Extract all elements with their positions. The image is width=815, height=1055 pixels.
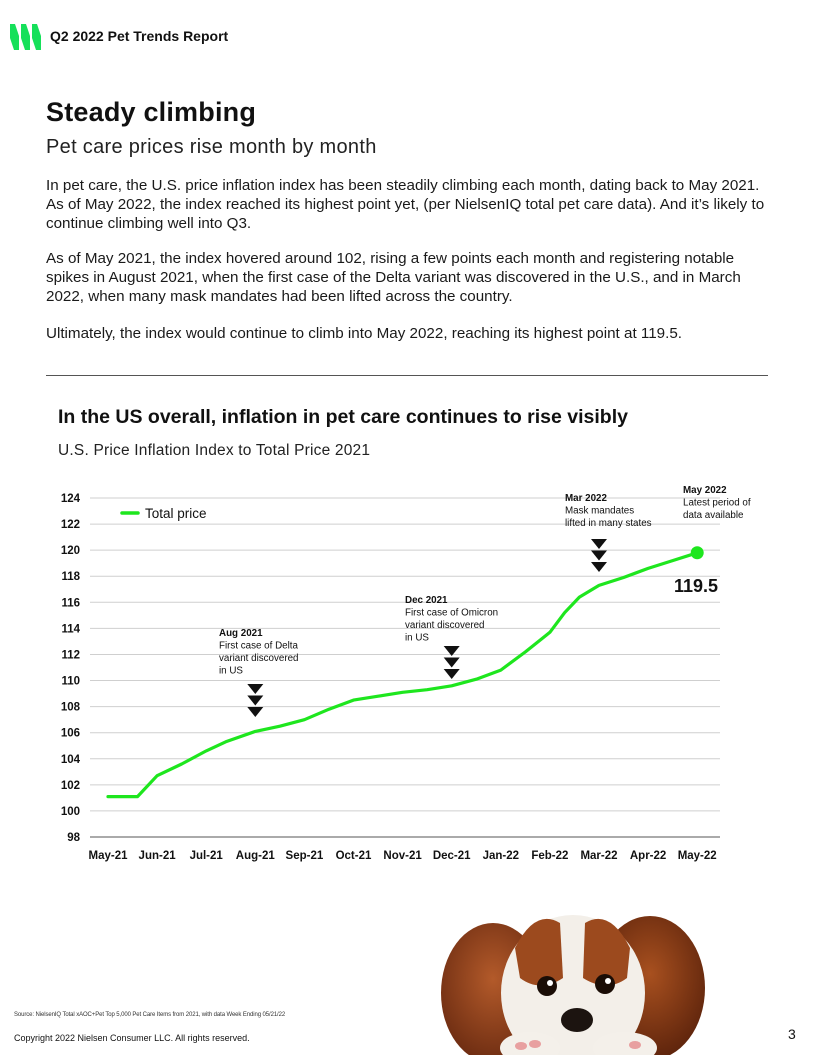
annotation-text: Latest period of [683, 498, 751, 509]
legend-label: Total price [145, 506, 207, 521]
source-note: Source: NielsenIQ Total xAOC+Pet Top 5,0… [14, 1012, 286, 1018]
annotation-title: Aug 2021 [219, 628, 263, 639]
x-tick-label: Jan-22 [483, 850, 519, 862]
annotation-text: variant discovered [405, 620, 485, 631]
x-tick-label: Feb-22 [531, 850, 568, 862]
annotation-arrow-icon [591, 550, 607, 561]
annotation-text: Mask mandates [565, 506, 634, 517]
end-point-marker [690, 546, 704, 560]
y-tick-label: 104 [61, 754, 81, 766]
annotation-title: Mar 2022 [565, 493, 607, 504]
annotation-text: lifted in many states [565, 518, 652, 529]
page-title: Steady climbing [46, 97, 257, 127]
x-tick-label: May-22 [678, 850, 717, 862]
body-paragraph: In pet care, the U.S. price inflation in… [46, 177, 765, 232]
series-line-total-price [106, 551, 699, 799]
page-subtitle: Pet care prices rise month by month [46, 136, 377, 158]
annotation-text: data available [683, 510, 744, 521]
x-tick-label: Jun-21 [139, 850, 177, 862]
x-tick-label: Jul-21 [190, 850, 224, 862]
annotation-text: First case of Omicron [405, 608, 498, 619]
annotation-text: in US [219, 666, 243, 677]
copyright-text: Copyright 2022 Nielsen Consumer LLC. All… [14, 1033, 250, 1043]
annotation-text: First case of Delta [219, 641, 298, 652]
y-tick-label: 102 [61, 780, 80, 792]
chart-heading: In the US overall, inflation in pet care… [58, 406, 628, 428]
chart-subheading: U.S. Price Inflation Index to Total Pric… [58, 442, 371, 459]
y-tick-label: 112 [61, 649, 80, 661]
annotation-arrow-icon [247, 695, 264, 706]
price-inflation-line-chart: 98 100 102 104 106 108 110 112 114 116 118 120 122 12… [61, 485, 751, 862]
y-tick-label: 110 [61, 676, 80, 688]
y-tick-label: 122 [61, 519, 80, 531]
annotation-arrow-icon [591, 562, 607, 572]
y-tick-label: 124 [61, 493, 81, 505]
y-tick-label: 120 [61, 545, 80, 557]
end-value-label: 119.5 [674, 576, 718, 596]
report-title: Q2 2022 Pet Trends Report [50, 28, 229, 44]
y-tick-label: 116 [61, 597, 80, 609]
y-tick-label: 108 [61, 702, 81, 714]
y-tick-label: 114 [61, 623, 80, 635]
annotation-arrow-icon [443, 646, 460, 656]
puppy-photo [441, 915, 705, 1055]
x-tick-label: Apr-22 [630, 850, 666, 862]
annotation-arrow-icon [591, 539, 607, 549]
page-number: 3 [788, 1026, 796, 1042]
annotation-arrow-icon [247, 707, 264, 717]
x-tick-label: May-21 [89, 850, 129, 862]
annotation-text: in US [405, 633, 429, 644]
annotation-arrow-icon [443, 657, 460, 668]
x-tick-label: Dec-21 [433, 850, 471, 862]
body-paragraph: As of May 2021, the index hovered around… [46, 250, 741, 305]
y-tick-label: 106 [61, 728, 80, 740]
section-divider [46, 375, 768, 376]
x-tick-label: Mar-22 [580, 850, 617, 862]
annotation-title: May 2022 [683, 485, 727, 496]
x-tick-label: Oct-21 [336, 850, 372, 862]
annotation-arrow-icon [443, 669, 460, 679]
annotation-text: variant discovered [219, 653, 299, 664]
body-paragraph: Ultimately, the index would continue to … [46, 325, 682, 342]
y-tick-label: 118 [61, 571, 80, 583]
annotation-title: Dec 2021 [405, 595, 448, 606]
y-tick-label: 100 [61, 806, 80, 818]
x-tick-label: Nov-21 [383, 850, 422, 862]
x-tick-label: Aug-21 [236, 850, 276, 862]
y-tick-label: 98 [67, 832, 80, 844]
annotation-arrow-icon [247, 684, 264, 694]
nielsen-logo-icon [10, 24, 41, 50]
x-tick-label: Sep-21 [286, 850, 324, 862]
